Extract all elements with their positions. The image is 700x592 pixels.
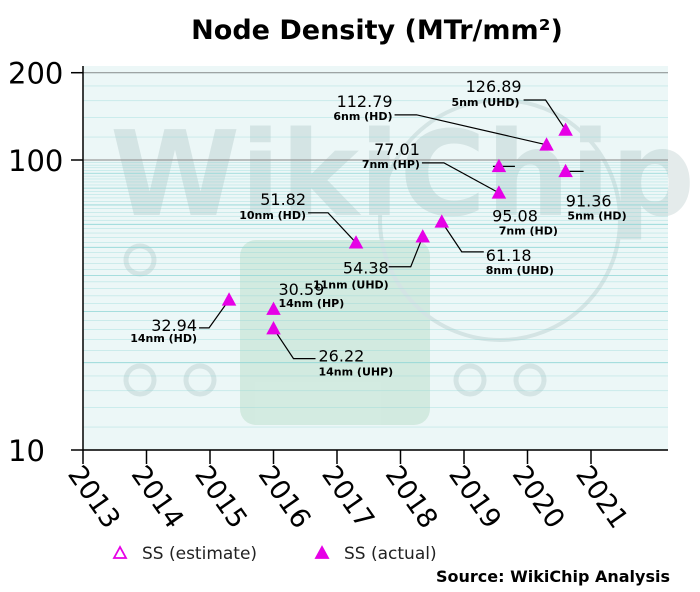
legend-label: SS (actual) [344,544,437,564]
x-tick-label: 2016 [252,460,317,534]
leader-line [394,114,547,146]
data-value-label: 32.94 [151,316,197,335]
x-tick-label: 2018 [379,460,444,534]
legend-label: SS (estimate) [142,544,257,564]
data-value-label: 77.01 [374,140,420,159]
leader-line [308,212,357,244]
watermark-node [183,363,217,397]
data-node-label: 14nm (HP) [279,297,345,310]
data-node-label: 11nm (UHD) [313,279,389,292]
data-point [221,292,237,306]
x-tick-label: 2015 [188,460,253,534]
x-tick-label: 2019 [442,460,507,534]
legend-marker [314,545,330,559]
watermark-chip [240,240,430,425]
y-tick-label: 100 [8,144,63,178]
data-point [491,185,507,199]
leader-line [441,221,484,253]
x-tick-label: 2014 [125,460,190,534]
watermark-node [123,243,157,277]
data-node-label: 7nm (HD) [499,224,558,237]
data-value-label: 30.59 [279,280,325,299]
data-value-label: 26.22 [319,347,365,366]
leader-line [388,236,424,268]
data-value-label: 126.89 [466,77,522,96]
y-tick-label: 200 [8,57,63,91]
x-tick-label: 2013 [61,460,126,534]
x-tick-label: 2021 [569,460,634,534]
data-point [434,214,450,228]
data-value-label: 91.36 [566,191,612,210]
chart-title: Node Density (MTr/mm²) [191,15,563,46]
data-value-label: 112.79 [337,92,393,111]
data-node-label: 5nm (HD) [567,209,626,222]
data-value-label: 54.38 [343,259,389,278]
y-tick-label: 10 [8,434,45,468]
leader-line [199,299,230,329]
data-node-label: 6nm (HD) [333,110,392,123]
data-node-label: 8nm (UHD) [486,264,554,277]
data-node-label: 14nm (UHP) [319,366,394,379]
data-point [266,321,281,335]
watermark-node [513,363,547,397]
leader-line [421,162,500,194]
data-point [266,301,281,315]
legend: SS (estimate) SS (actual) [112,544,437,564]
data-value-label: 51.82 [260,190,306,209]
x-tick-label: 2020 [506,460,571,534]
data-point [491,158,507,173]
watermark-node [123,363,157,397]
data-point [558,122,573,136]
leader-line [523,99,567,131]
data-node-label: 10nm (HD) [239,209,306,222]
data-node-label: 5nm (UHD) [451,96,519,109]
legend-marker [112,545,128,559]
leader-line [273,328,316,360]
data-point [415,229,430,243]
data-node-label: 7nm (HP) [362,158,420,171]
watermark-node [453,363,487,397]
source-note: Source: WikiChip Analysis [436,567,670,586]
data-value-label: 61.18 [486,246,532,265]
data-point [558,163,573,178]
data-node-label: 14nm (HD) [130,332,197,345]
x-tick-label: 2017 [315,460,380,534]
data-value-label: 95.08 [492,206,538,225]
data-point [348,235,364,249]
data-point [539,137,554,151]
